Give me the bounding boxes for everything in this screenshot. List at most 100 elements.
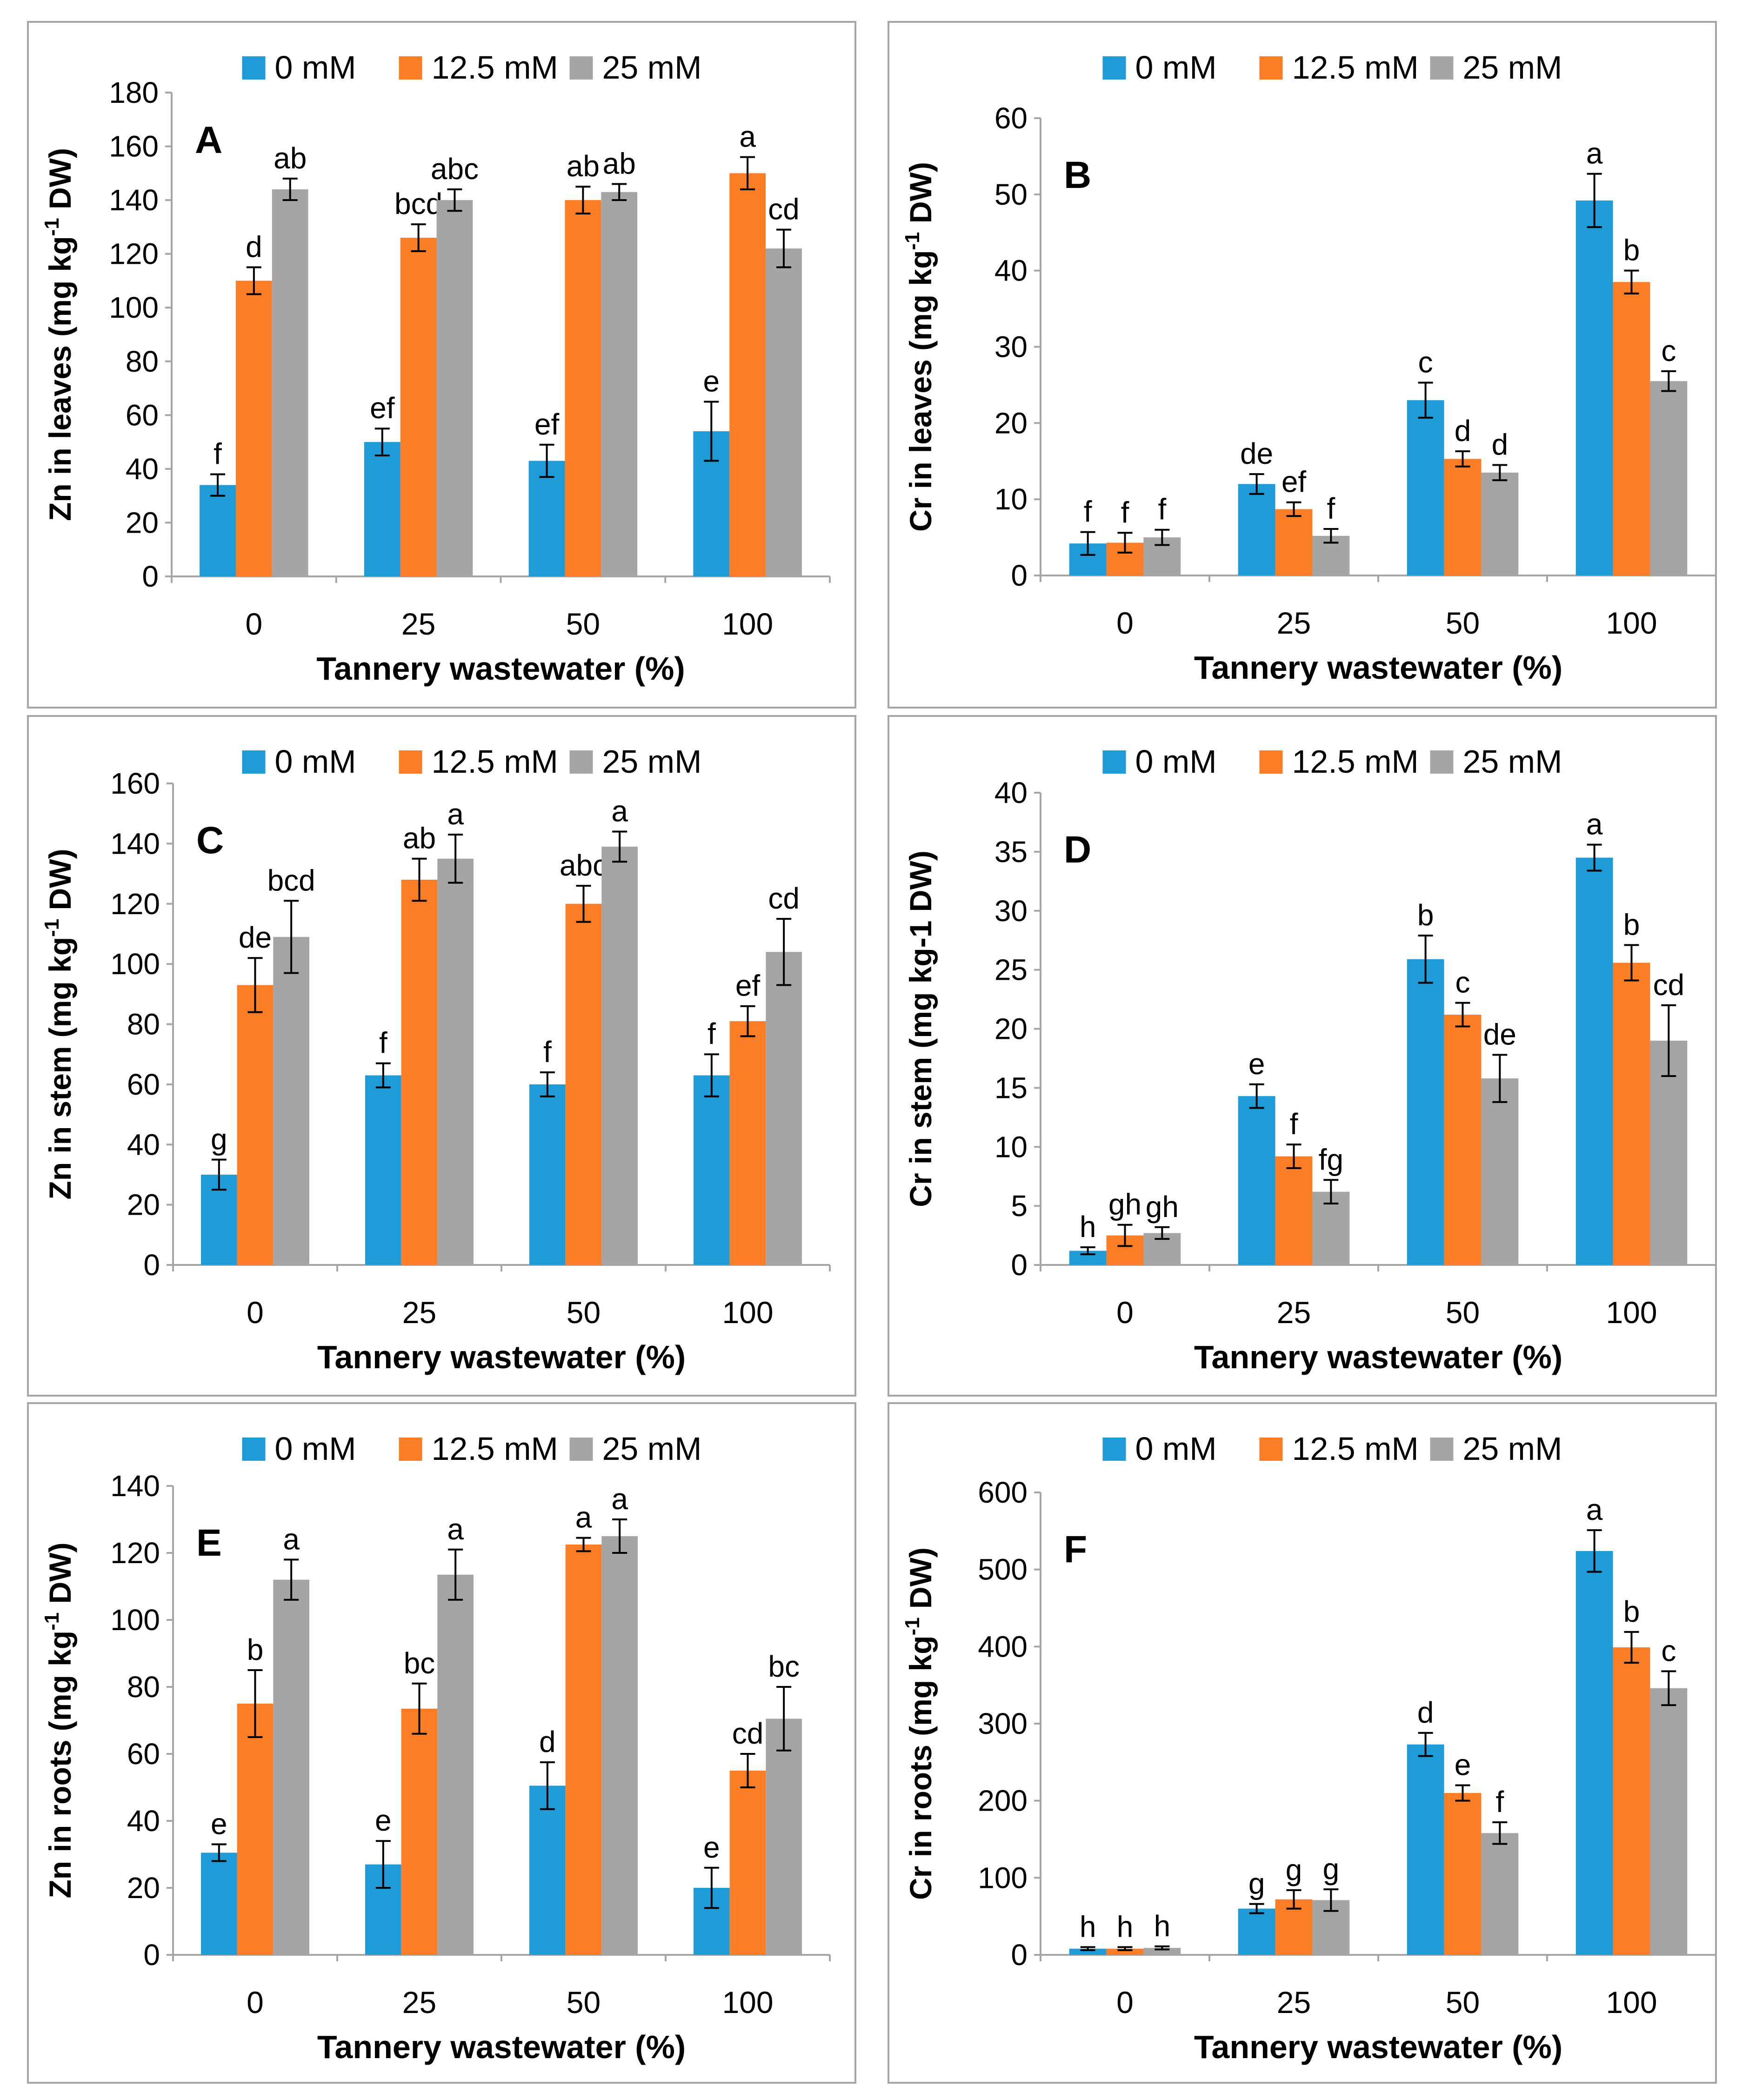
significance-letter: h <box>1080 1910 1096 1943</box>
significance-letter: a <box>1586 1493 1603 1526</box>
significance-letter: g <box>211 1123 227 1156</box>
bar <box>1613 1647 1650 1955</box>
bar <box>1613 282 1650 575</box>
bar <box>201 1853 237 1955</box>
significance-letter: g <box>1323 1852 1340 1886</box>
significance-letter: a <box>611 795 628 828</box>
x-axis-title: Tannery wastewater (%) <box>317 2029 686 2065</box>
bar <box>436 200 473 577</box>
significance-letter: ab <box>603 147 636 180</box>
bar <box>200 485 236 576</box>
y-axis-title-main: Zn in roots (mg kg <box>43 1631 77 1899</box>
bar <box>1407 1744 1444 1955</box>
bar <box>400 238 437 576</box>
legend-label: 0 mM <box>275 49 356 86</box>
bar <box>529 1786 566 1955</box>
x-tick-label: 50 <box>566 607 600 641</box>
legend-label: 25 mM <box>1463 49 1562 86</box>
legend-swatch <box>242 1438 266 1461</box>
y-tick-label: 25 <box>994 953 1028 987</box>
bar <box>1613 963 1650 1265</box>
significance-letter: f <box>1327 492 1335 525</box>
bar <box>1238 484 1275 575</box>
x-tick-label: 25 <box>1277 1295 1311 1330</box>
y-axis-title: Cr in stem (mg kg-1 DW) <box>903 850 938 1207</box>
legend-label: 12.5 mM <box>432 743 558 780</box>
x-tick-label: 100 <box>1606 606 1657 640</box>
bar <box>528 461 565 576</box>
chart-panel-d: 0 5 10 15 20 25 30 35 40 h gh gh 0 e f fg 25 b c de 50 a b cd 10… <box>888 715 1717 1397</box>
bar <box>729 1021 766 1265</box>
y-tick-label: 5 <box>1011 1189 1028 1223</box>
legend-swatch <box>569 750 593 774</box>
significance-letter: de <box>1483 1017 1516 1051</box>
y-axis-title: Zn in leaves (mg kg-1 DW) <box>40 148 77 521</box>
significance-letter: c <box>1455 966 1470 999</box>
legend-label: 12.5 mM <box>1292 1431 1419 1467</box>
bar <box>1106 1948 1144 1955</box>
significance-letter: f <box>543 1035 552 1069</box>
bar <box>1444 1793 1482 1955</box>
x-tick-label: 100 <box>1606 1985 1657 2020</box>
legend-label: 0 mM <box>275 1431 356 1467</box>
chart-svg: 020406080100120140eba0ebca25daa50ecdbc10… <box>40 1431 831 2065</box>
bar <box>401 1708 438 1955</box>
bar <box>1275 509 1313 575</box>
y-axis-title-superscript: -1 <box>40 218 63 236</box>
significance-letter: cd <box>1653 968 1685 1002</box>
significance-letter: ab <box>274 141 307 175</box>
bar <box>365 1075 401 1265</box>
legend-swatch <box>1430 750 1454 774</box>
panel-letter: A <box>195 119 222 161</box>
y-tick-label: 60 <box>994 101 1028 135</box>
significance-letter: g <box>1286 1853 1302 1886</box>
y-tick-label: 35 <box>994 835 1028 869</box>
chart-panel-c: 0 20 40 60 80 100 120 140 160 g de bcd 0 f ab a 25 f abc a 5… <box>27 715 856 1397</box>
y-tick-label: 40 <box>127 1128 160 1161</box>
bar <box>729 1771 766 1955</box>
significance-letter: a <box>739 120 756 154</box>
bar <box>1481 1833 1519 1955</box>
y-tick-label: 160 <box>110 767 160 800</box>
significance-letter: d <box>1455 414 1471 448</box>
chart-group: 020406080100120140eba0ebca25daa50ecdbc10… <box>40 1431 831 2065</box>
significance-letter: e <box>703 1831 720 1864</box>
bar <box>1481 472 1519 575</box>
significance-letter: g <box>1248 1867 1265 1900</box>
bar <box>729 173 766 576</box>
legend-swatch <box>399 56 422 80</box>
x-tick-label: 0 <box>1116 606 1134 640</box>
legend-label: 25 mM <box>1463 743 1562 780</box>
bar <box>1143 1948 1181 1955</box>
significance-letter: b <box>1417 898 1434 932</box>
legend-label: 12.5 mM <box>432 1431 558 1467</box>
y-tick-label: 40 <box>127 1804 160 1838</box>
x-axis-title: Tannery wastewater (%) <box>1194 1339 1562 1375</box>
significance-letter: a <box>1586 137 1603 170</box>
legend-label: 25 mM <box>1463 1431 1562 1467</box>
y-axis-title-main: Zn in leaves (mg kg <box>43 236 77 521</box>
significance-letter: f <box>379 1026 387 1060</box>
bar <box>1069 1948 1107 1955</box>
significance-letter: h <box>1080 1210 1096 1244</box>
significance-letter: e <box>703 364 720 398</box>
panel-letter: D <box>1064 829 1091 871</box>
bar <box>1238 1908 1275 1955</box>
legend-swatch <box>1430 56 1454 80</box>
significance-letter: f <box>1084 495 1092 528</box>
x-tick-label: 0 <box>247 1295 264 1330</box>
x-axis-title: Tannery wastewater (%) <box>1194 2029 1562 2065</box>
bar <box>273 1579 309 1955</box>
legend-swatch <box>1259 1438 1283 1461</box>
y-tick-label: 500 <box>978 1553 1028 1586</box>
y-tick-label: 40 <box>994 776 1028 809</box>
significance-letter: b <box>1623 908 1640 941</box>
y-tick-label: 50 <box>994 178 1028 211</box>
y-tick-label: 60 <box>127 1737 160 1771</box>
significance-letter: ef <box>1281 465 1307 499</box>
significance-letter: a <box>1586 808 1603 841</box>
y-axis-title-superscript: -1 <box>901 232 924 250</box>
y-tick-label: 20 <box>994 1012 1028 1046</box>
